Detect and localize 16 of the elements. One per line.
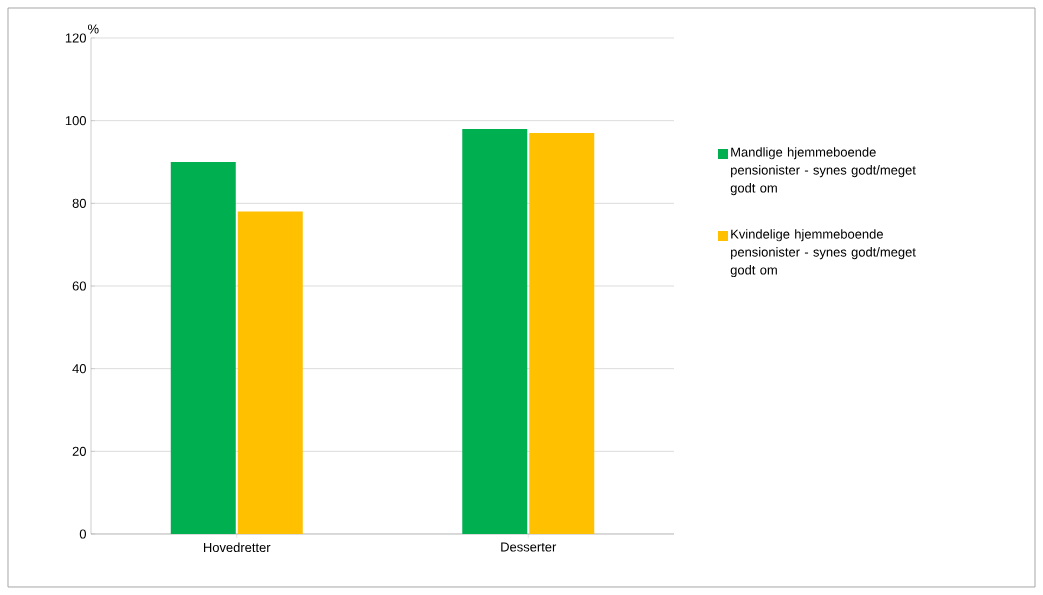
- bar: [170, 161, 236, 534]
- bar: [462, 128, 528, 534]
- y-tick-label: 0: [79, 529, 86, 539]
- x-tick-label: Desserter: [501, 542, 557, 552]
- legend-label: Kvindelige hjemmeboende pensionister - synes godt/meget godt om: [730, 229, 916, 278]
- bar: [237, 211, 303, 534]
- y-tick-label: 40: [72, 364, 86, 374]
- y-tick-label: 80: [72, 198, 86, 208]
- y-tick-label: 20: [72, 446, 86, 456]
- y-axis-title: %: [87, 24, 99, 34]
- y-tick-label: 120: [65, 33, 86, 43]
- legend-label: Mandlige hjemmeboende pensionister - synes godt/meget godt om: [730, 147, 916, 196]
- y-tick-label: 100: [65, 116, 86, 126]
- x-tick-label: Hovedretter: [203, 542, 271, 553]
- y-tick-label: 60: [72, 281, 86, 291]
- bar: [529, 133, 595, 534]
